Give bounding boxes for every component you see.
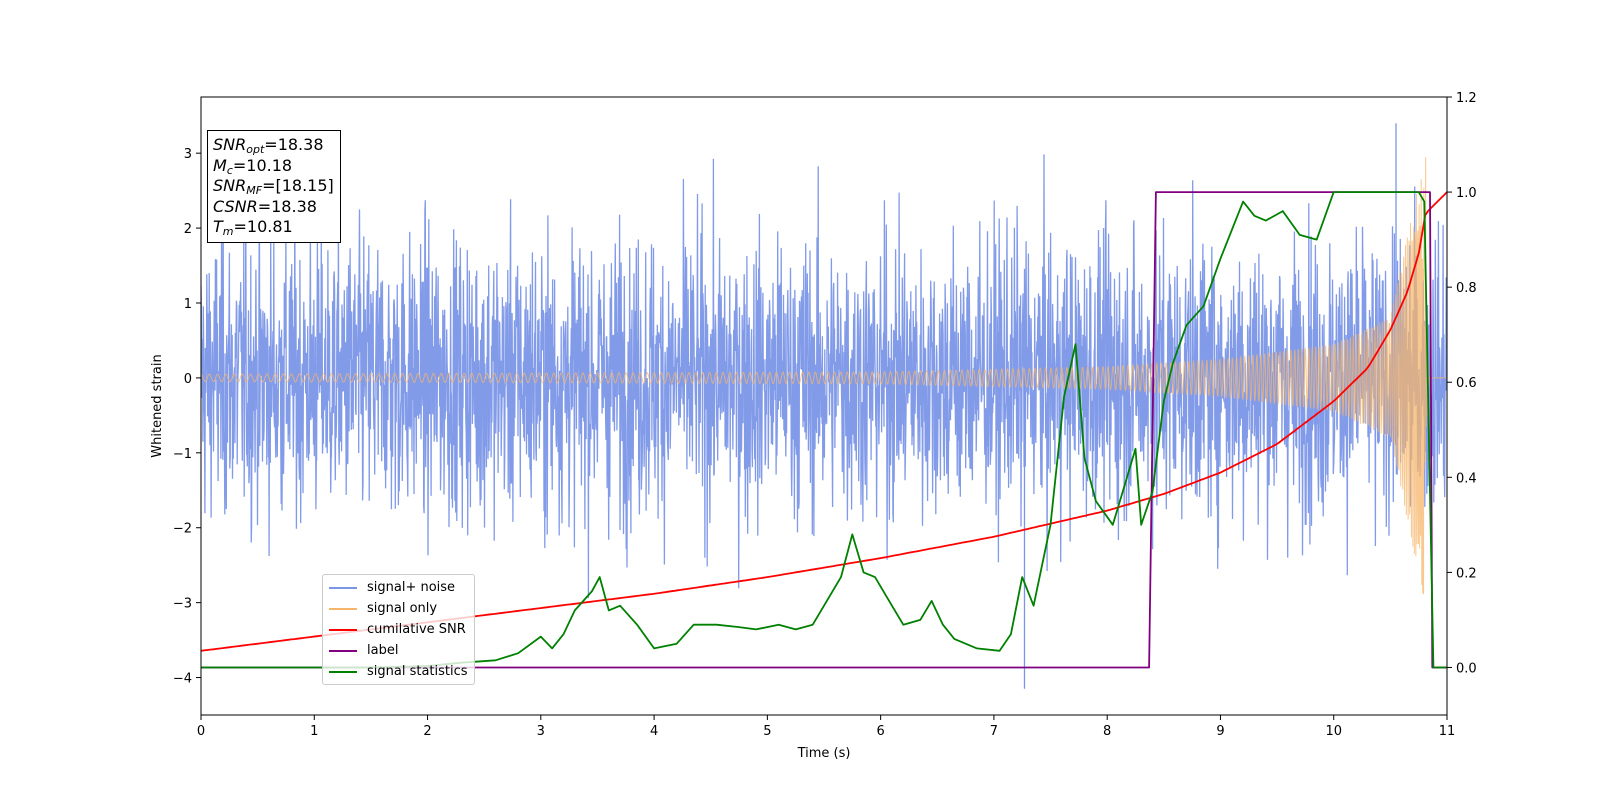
y-left-tick-label: 0 xyxy=(184,372,192,387)
x-tick-label: 5 xyxy=(763,724,771,739)
legend-label: signal+ noise xyxy=(367,580,456,595)
annotation-variable: SNR xyxy=(213,176,247,195)
x-tick-label: 3 xyxy=(537,724,545,739)
plot-frame xyxy=(200,96,1448,716)
y-right-tick-label: 1.2 xyxy=(1456,91,1477,106)
legend-label: cumilative SNR xyxy=(367,622,466,637)
y-left-tick-label: 1 xyxy=(184,297,192,312)
y-left-tick-label: −4 xyxy=(173,672,192,687)
annotation-value: =10.18 xyxy=(232,155,293,175)
annotation-variable: T xyxy=(213,217,223,236)
x-tick-label: 7 xyxy=(990,724,998,739)
series-signal-only xyxy=(201,157,1447,595)
annotation-row: Tm=10.81 xyxy=(213,217,334,238)
annotation-variable: CSNR xyxy=(213,196,258,216)
axes: 0 1 2 3 4 5 6 7 8 9 10 11 −4 −3 −2 −1 0 1 2 3 0.0 0.2 0.4 0.6 0.… xyxy=(173,91,1477,739)
annotation-subscript: opt xyxy=(246,143,265,156)
legend-entry: label xyxy=(329,640,468,661)
x-tick-label: 0 xyxy=(197,724,205,739)
x-tick-label: 6 xyxy=(876,724,884,739)
annotation-subscript: c xyxy=(226,163,233,177)
x-tick-label: 10 xyxy=(1325,724,1342,739)
x-axis-label: Time (s) xyxy=(797,746,851,761)
annotation-row: SNRopt=18.38 xyxy=(213,135,334,156)
y-axis-label: Whitened strain xyxy=(150,354,165,457)
annotation-subscript: MF xyxy=(246,184,263,197)
x-tick-label: 2 xyxy=(423,724,431,739)
legend-label: signal statistics xyxy=(367,664,468,679)
y-left-tick-label: −1 xyxy=(173,447,192,462)
legend: signal+ noise signal only cumilative SNR la… xyxy=(322,574,475,685)
legend-swatch xyxy=(329,607,357,610)
x-tick-label: 1 xyxy=(310,724,318,739)
legend-entry: cumilative SNR xyxy=(329,619,468,640)
parameter-annotation-box: SNRopt=18.38 Mc=10.18 SNRMF=[18.15] CSNR=18… xyxy=(207,130,341,243)
annotation-variable: M xyxy=(213,155,227,175)
annotation-row: Mc=10.18 xyxy=(213,156,334,177)
annotation-value: =10.81 xyxy=(233,217,293,236)
annotation-value: =[18.15] xyxy=(262,176,334,195)
y-right-tick-label: 0.0 xyxy=(1456,661,1477,676)
y-right-tick-label: 0.8 xyxy=(1456,281,1477,296)
y-left-tick-label: 3 xyxy=(184,147,192,162)
legend-label: signal only xyxy=(367,601,438,616)
x-tick-label: 9 xyxy=(1216,724,1224,739)
annotation-variable: SNR xyxy=(213,135,247,154)
y-right-tick-label: 1.0 xyxy=(1456,186,1477,201)
annotation-row: SNRMF=[18.15] xyxy=(213,176,334,197)
y-left-tick-label: −3 xyxy=(173,597,192,612)
legend-entry: signal statistics xyxy=(329,661,468,682)
annotation-row: CSNR=18.38 xyxy=(213,197,334,218)
legend-entry: signal+ noise xyxy=(329,577,468,598)
x-tick-label: 8 xyxy=(1103,724,1111,739)
legend-label: label xyxy=(367,643,399,658)
legend-swatch xyxy=(329,670,357,673)
annotation-value: =18.38 xyxy=(264,135,324,154)
y-right-tick-label: 0.2 xyxy=(1456,566,1477,581)
y-right-tick-label: 0.4 xyxy=(1456,471,1477,486)
annotation-value: =18.38 xyxy=(257,196,317,216)
series-signal-statistics xyxy=(201,191,1447,669)
x-tick-label: 4 xyxy=(650,724,658,739)
y-left-tick-label: −2 xyxy=(173,522,192,537)
annotation-subscript: m xyxy=(222,225,234,238)
x-tick-label: 11 xyxy=(1439,724,1456,739)
y-right-tick-label: 0.6 xyxy=(1456,376,1477,391)
legend-swatch xyxy=(329,649,357,652)
legend-swatch xyxy=(329,628,357,631)
y-left-tick-label: 2 xyxy=(184,222,192,237)
legend-entry: signal only xyxy=(329,598,468,619)
legend-swatch xyxy=(329,586,357,589)
